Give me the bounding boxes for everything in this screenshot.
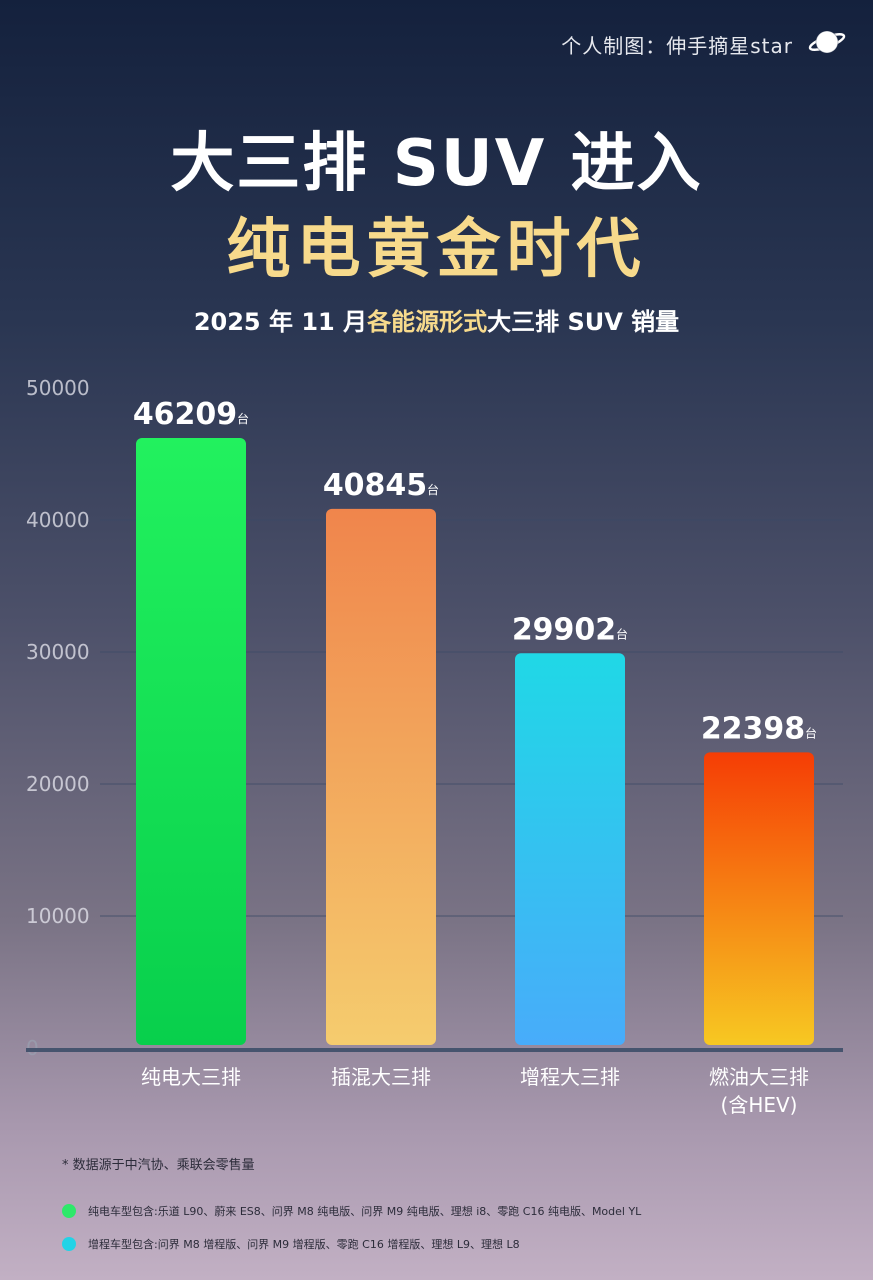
- bar: [326, 508, 436, 1045]
- bar: [136, 438, 246, 1045]
- y-tick-label: 20000: [26, 772, 90, 796]
- x-category-label: 插混大三排: [331, 1065, 431, 1089]
- x-category-label: 增程大三排: [520, 1065, 620, 1089]
- legend-item-erev: 增程车型包含:问界 M8 增程版、问界 M9 增程版、零跑 C16 增程版、理想…: [62, 1236, 520, 1252]
- legend-text-bev: 纯电车型包含:乐道 L90、蔚来 ES8、问界 M8 纯电版、问界 M9 纯电版…: [88, 1205, 642, 1218]
- legend-text-erev: 增程车型包含:问界 M8 增程版、问界 M9 增程版、零跑 C16 增程版、理想…: [88, 1238, 520, 1251]
- bar-unit-label: 台: [237, 411, 249, 426]
- y-tick-label: 10000: [26, 904, 90, 928]
- x-category-label: (含HEV): [721, 1093, 798, 1117]
- subtitle-date: 2025 年 11 月: [193, 308, 368, 336]
- planet-icon: [808, 30, 846, 54]
- bar-unit-label: 台: [805, 725, 817, 740]
- bar-value-label: 40845: [323, 468, 427, 503]
- legend-item-bev: 纯电车型包含:乐道 L90、蔚来 ES8、问界 M8 纯电版、问界 M9 纯电版…: [62, 1203, 641, 1219]
- page-title-line1: 大三排 SUV 进入: [170, 127, 703, 201]
- source-note: * 数据源于中汽协、乘联会零售量: [62, 1158, 255, 1173]
- bar-value-label: 22398: [701, 711, 805, 746]
- credit-text: 个人制图：伸手摘星star: [561, 34, 793, 58]
- x-category-label: 纯电大三排: [141, 1065, 241, 1089]
- x-category-label: 燃油大三排: [709, 1065, 809, 1089]
- legend-dot-cyan: [62, 1237, 76, 1251]
- legend-dot-green: [62, 1204, 76, 1218]
- bar-unit-label: 台: [616, 626, 628, 641]
- page-title-line2: 纯电黄金时代: [226, 213, 647, 287]
- bar-value-label: 46209: [133, 397, 237, 432]
- bar-value-label: 29902: [512, 612, 616, 647]
- y-tick-label: 40000: [26, 508, 90, 532]
- y-tick-label: 50000: [26, 376, 90, 400]
- bar: [515, 653, 625, 1045]
- bar: [704, 752, 814, 1045]
- subtitle-highlight: 各能源形式: [367, 308, 488, 336]
- chart-subtitle: 2025 年 11 月各能源形式大三排 SUV 销量: [0, 302, 873, 337]
- bar-unit-label: 台: [427, 482, 439, 497]
- subtitle-rest: 大三排 SUV 销量: [487, 308, 680, 336]
- bar-chart: 0100002000030000400005000046209台纯电大三排408…: [26, 376, 843, 1117]
- y-tick-label: 30000: [26, 640, 90, 664]
